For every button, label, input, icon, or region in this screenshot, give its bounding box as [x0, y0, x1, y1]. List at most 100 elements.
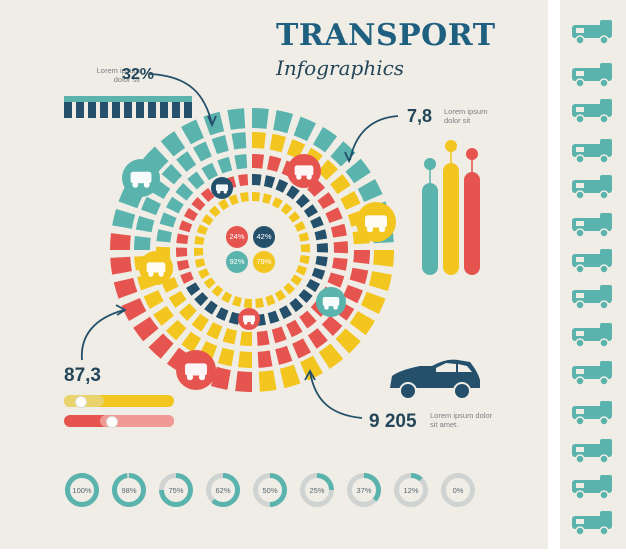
ring-segment: [293, 116, 317, 142]
ring-segment: [143, 146, 169, 172]
ring-segment: [288, 211, 301, 223]
arrow-head-top-left: [207, 115, 217, 128]
ring-segment: [279, 364, 301, 389]
ring-segment: [110, 233, 131, 250]
progress-knob-yellow[interactable]: [75, 396, 87, 408]
ring-segment: [265, 294, 276, 306]
ring-segment: [313, 127, 338, 153]
ring-segment: [275, 345, 293, 365]
ring-segment: [286, 185, 300, 200]
ring-segment: [353, 250, 370, 264]
delivery-truck-icon[interactable]: [572, 511, 612, 536]
ring-segment: [113, 277, 138, 299]
tractor-icon: [139, 251, 173, 285]
ring-segment: [327, 272, 345, 288]
ring-segment: [203, 111, 225, 136]
segment: [124, 96, 132, 118]
ring-segment: [159, 212, 177, 228]
car-icon: [176, 350, 216, 390]
inner-percent-label: 79%: [256, 257, 271, 266]
lorry-icon[interactable]: [572, 475, 612, 500]
ring-segment: [298, 232, 310, 242]
percent-circle: 37%: [347, 473, 381, 507]
percent-circle-label: 62%: [215, 486, 230, 495]
ring-segment: [156, 229, 172, 243]
ring-segment: [217, 347, 235, 367]
bar-pin-teal: [424, 158, 436, 170]
ring-segment: [178, 303, 197, 321]
percent-circle: 62%: [206, 473, 240, 507]
ring-segment: [201, 162, 218, 181]
crane-truck-icon[interactable]: [572, 213, 612, 238]
hatchback-icon[interactable]: [572, 249, 612, 274]
inner-percent-circle: [253, 226, 275, 248]
ring-segment: [211, 135, 229, 155]
ring-segment: [263, 175, 276, 189]
percent-circle: 98%: [111, 473, 146, 507]
forklift-icon: [287, 154, 321, 188]
percent-circle: 75%: [159, 473, 193, 507]
ring-segment: [325, 207, 343, 223]
car-icon: [390, 359, 480, 400]
ring-segment: [134, 236, 151, 250]
ring-segment: [316, 242, 329, 253]
ring-segment: [231, 132, 247, 150]
scooter-icon: [238, 308, 260, 330]
ring-segment: [274, 289, 287, 302]
ring-segment: [294, 221, 306, 232]
ring-segment: [299, 255, 310, 265]
train-icon: [122, 159, 160, 197]
ring-segment: [295, 193, 310, 208]
segment: [112, 96, 120, 118]
ring-segment: [187, 171, 205, 190]
ring-segment: [210, 366, 231, 390]
pickup-icon[interactable]: [572, 401, 612, 426]
dump-truck-icon[interactable]: [572, 361, 612, 386]
ring-segment: [227, 108, 246, 130]
ring-segment: [283, 282, 296, 295]
tractor-icon: [316, 287, 346, 317]
ring-segment: [307, 328, 328, 349]
motorcycle-icon: [211, 177, 233, 199]
van-icon[interactable]: [572, 139, 612, 164]
ring-segment: [286, 139, 306, 159]
ring-segment: [255, 297, 265, 308]
progress-bar-red-fill: [100, 415, 174, 427]
ring-segment: [258, 370, 277, 392]
concentric-rings: [110, 108, 394, 392]
ring-segment: [315, 255, 328, 267]
ring-segment: [306, 278, 321, 293]
ring-segment: [292, 338, 311, 359]
segment: [136, 96, 144, 118]
mixer-truck-icon[interactable]: [572, 285, 612, 310]
bar-yellow: [443, 163, 459, 275]
ring-segment: [310, 216, 324, 229]
ring-segment: [303, 204, 318, 218]
ring-segment: [193, 141, 212, 162]
ring-segment: [330, 141, 356, 167]
car-carrier-icon[interactable]: [572, 99, 612, 124]
ring-segment: [176, 259, 190, 271]
ring-segment: [191, 313, 209, 332]
ring-segment: [330, 223, 347, 238]
progress-knob-red[interactable]: [106, 416, 118, 428]
ring-segment: [194, 235, 205, 245]
ring-segment: [160, 131, 186, 157]
ring-segment: [118, 185, 144, 209]
ring-segment: [275, 179, 289, 193]
ring-segment: [198, 268, 210, 279]
ring-segment: [161, 163, 183, 185]
ring-segment: [317, 192, 336, 210]
ring-segment: [317, 159, 339, 181]
sedan-icon[interactable]: [572, 439, 612, 464]
ring-segment: [349, 311, 375, 336]
arrow-bottom-right: [309, 371, 363, 419]
camper-icon[interactable]: [572, 63, 612, 88]
ring-segment: [175, 182, 194, 201]
box-truck-icon[interactable]: [572, 323, 612, 348]
ring-segment: [252, 108, 269, 129]
ring-segment: [314, 229, 328, 241]
bus-icon[interactable]: [572, 175, 612, 200]
ring-segment: [271, 197, 283, 209]
concrete-truck-icon[interactable]: [572, 20, 612, 45]
